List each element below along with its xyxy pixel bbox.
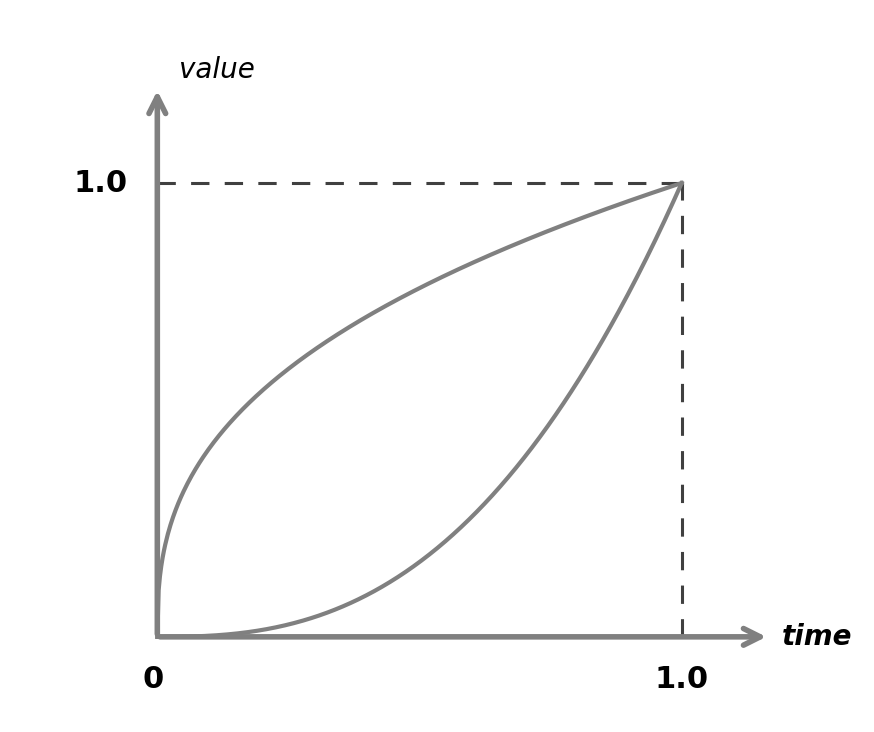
Text: 1.0: 1.0 [655,665,709,694]
Text: time: time [782,623,853,651]
Text: 0: 0 [142,665,163,694]
Text: 1.0: 1.0 [73,168,128,198]
Text: value: value [179,56,255,84]
